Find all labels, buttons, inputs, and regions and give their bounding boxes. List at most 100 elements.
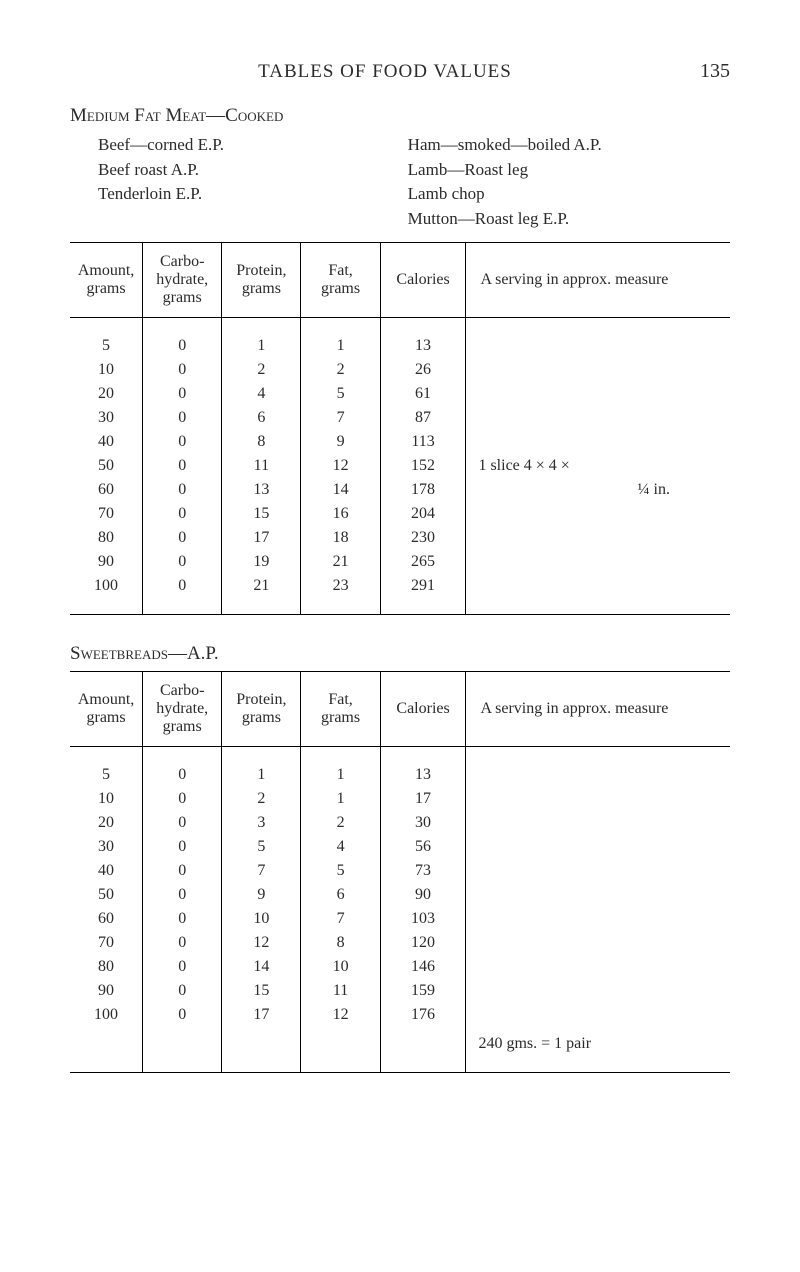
cell-protein: 15 (222, 502, 301, 526)
cell-carbo: 0 (143, 406, 222, 430)
cell-carbo: 0 (143, 358, 222, 382)
page-header: TABLES OF FOOD VALUES 135 (70, 60, 730, 83)
table-row: 40 0 8 9 113 (70, 430, 730, 454)
cell-carbo: 0 (143, 787, 222, 811)
cell-calories: 73 (380, 859, 466, 883)
col-header-fat: Fat, grams (301, 671, 380, 746)
cell-amount: 50 (70, 454, 143, 478)
cell-amount: 5 (70, 334, 143, 358)
col-header-carbo: Carbo­hydrate, grams (143, 242, 222, 317)
cell-fat: 9 (301, 430, 380, 454)
cell-calories: 13 (380, 763, 466, 787)
cell-calories: 152 (380, 454, 466, 478)
cell-carbo: 0 (143, 526, 222, 550)
cell-amount: 10 (70, 358, 143, 382)
col-header-carbo: Carbo­hydrate, grams (143, 671, 222, 746)
table-row: 100 0 21 23 291 (70, 574, 730, 598)
cell-fat: 14 (301, 478, 380, 502)
cell-protein: 9 (222, 883, 301, 907)
cell-protein: 12 (222, 931, 301, 955)
cell-carbo: 0 (143, 334, 222, 358)
table-header-row: Amount, grams Carbo­hydrate, grams Prote… (70, 671, 730, 746)
cell-protein: 1 (222, 334, 301, 358)
cell-fat: 21 (301, 550, 380, 574)
cell-amount: 80 (70, 955, 143, 979)
cell-carbo: 0 (143, 979, 222, 1003)
food-item: Ham—smoked—boiled A.P. (408, 133, 730, 158)
cell-amount: 5 (70, 763, 143, 787)
spacer-row (70, 317, 730, 334)
cell-carbo: 0 (143, 859, 222, 883)
table-header-row: Amount, grams Carbo­hydrate, grams Prote… (70, 242, 730, 317)
cell-carbo: 0 (143, 907, 222, 931)
cell-amount: 10 (70, 787, 143, 811)
table-row: 80 0 17 18 230 (70, 526, 730, 550)
cell-protein: 1 (222, 763, 301, 787)
cell-protein: 8 (222, 430, 301, 454)
cell-fat: 5 (301, 382, 380, 406)
table-row: 40 0 7 5 73 (70, 859, 730, 883)
cell-fat: 23 (301, 574, 380, 598)
table-row: 20 0 4 5 61 (70, 382, 730, 406)
cell-amount: 20 (70, 811, 143, 835)
cell-amount: 100 (70, 574, 143, 598)
serving-note: 1 slice 4 × 4 × (466, 454, 730, 478)
cell-fat: 2 (301, 811, 380, 835)
cell-fat: 1 (301, 787, 380, 811)
cell-fat: 7 (301, 406, 380, 430)
cell-fat: 11 (301, 979, 380, 1003)
cell-carbo: 0 (143, 454, 222, 478)
page-title: TABLES OF FOOD VALUES (70, 61, 700, 83)
table-row: 60 0 10 7 103 (70, 907, 730, 931)
cell-amount: 40 (70, 859, 143, 883)
cell-calories: 17 (380, 787, 466, 811)
cell-carbo: 0 (143, 478, 222, 502)
cell-fat: 10 (301, 955, 380, 979)
table-row: 10 0 2 1 17 (70, 787, 730, 811)
cell-calories: 176 (380, 1003, 466, 1027)
cell-fat: 12 (301, 1003, 380, 1027)
food-item: Lamb chop (408, 182, 730, 207)
cell-fat: 8 (301, 931, 380, 955)
cell-calories: 87 (380, 406, 466, 430)
table-row: 70 0 12 8 120 (70, 931, 730, 955)
cell-amount: 60 (70, 907, 143, 931)
table-row: 60 0 13 14 178 ¼ in. (70, 478, 730, 502)
cell-amount: 30 (70, 406, 143, 430)
cell-calories: 265 (380, 550, 466, 574)
serving-note: 240 gms. = 1 pair (466, 1027, 730, 1056)
table-sweetbreads: Amount, grams Carbo­hydrate, grams Prote… (70, 671, 730, 1073)
cell-carbo: 0 (143, 763, 222, 787)
cell-amount: 90 (70, 979, 143, 1003)
table-row: 5 0 1 1 13 (70, 763, 730, 787)
spacer-row (70, 1056, 730, 1073)
cell-carbo: 0 (143, 382, 222, 406)
col-header-serving: A serving in approx. measure (466, 242, 730, 317)
table-row: 30 0 6 7 87 (70, 406, 730, 430)
table-row: 10 0 2 2 26 (70, 358, 730, 382)
cell-calories: 120 (380, 931, 466, 955)
cell-protein: 17 (222, 1003, 301, 1027)
cell-fat: 18 (301, 526, 380, 550)
cell-amount: 30 (70, 835, 143, 859)
cell-calories: 90 (380, 883, 466, 907)
cell-calories: 30 (380, 811, 466, 835)
cell-protein: 17 (222, 526, 301, 550)
cell-calories: 13 (380, 334, 466, 358)
cell-protein: 14 (222, 955, 301, 979)
food-item: Tenderloin E.P. (98, 182, 408, 207)
cell-protein: 21 (222, 574, 301, 598)
cell-calories: 103 (380, 907, 466, 931)
cell-calories: 146 (380, 955, 466, 979)
cell-carbo: 0 (143, 1003, 222, 1027)
cell-carbo: 0 (143, 502, 222, 526)
section1-food-list: Beef—corned E.P. Beef roast A.P. Tenderl… (70, 133, 730, 232)
col-header-serving: A serving in approx. measure (466, 671, 730, 746)
table-row: 20 0 3 2 30 (70, 811, 730, 835)
section1-heading: Medium Fat Meat—Cooked (70, 105, 730, 127)
cell-carbo: 0 (143, 931, 222, 955)
cell-calories: 61 (380, 382, 466, 406)
cell-fat: 1 (301, 763, 380, 787)
col-header-amount: Amount, grams (70, 671, 143, 746)
table-medium-fat-meat: Amount, grams Carbo­hydrate, grams Prote… (70, 242, 730, 615)
